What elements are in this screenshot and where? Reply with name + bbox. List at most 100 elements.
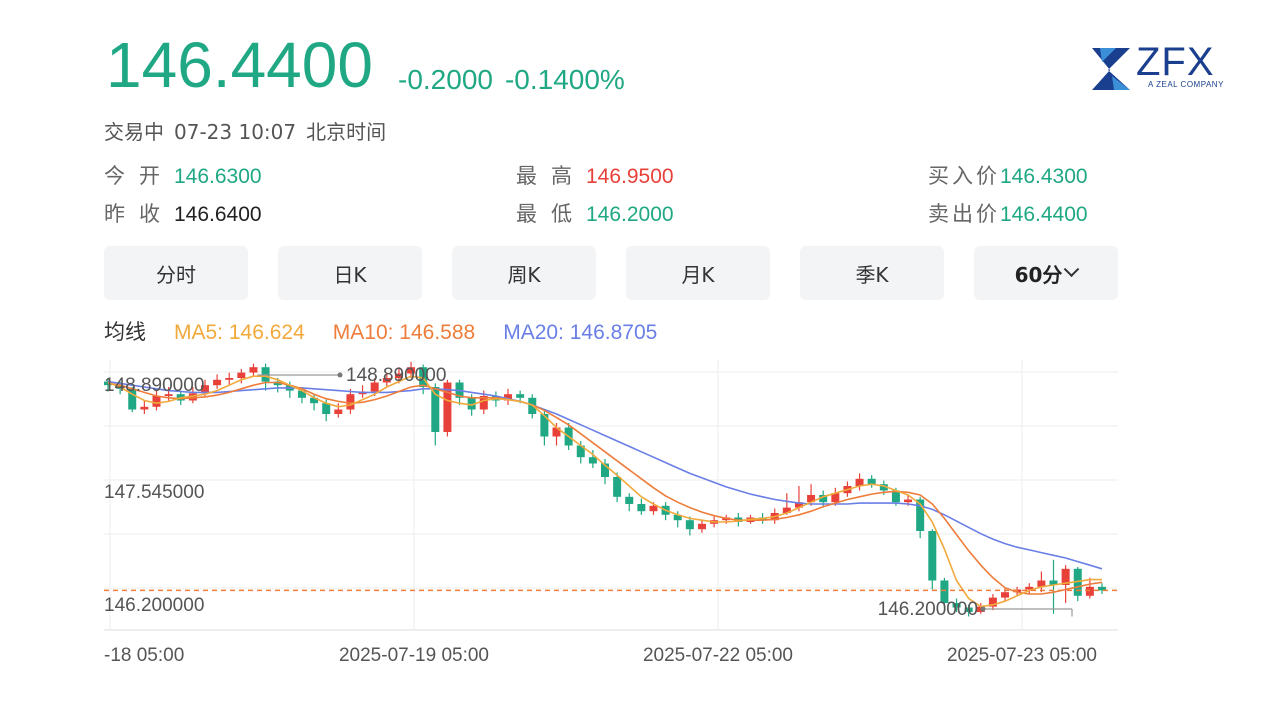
candle-body: [322, 403, 331, 414]
min-annotation-dot: [980, 606, 986, 612]
max-annotation-dot: [337, 372, 343, 378]
candle-body: [988, 597, 997, 607]
tab-fenshi[interactable]: 分时: [104, 246, 248, 300]
stat-low-value: 146.2000: [586, 203, 674, 226]
candle-body: [479, 396, 488, 410]
candle-body: [152, 396, 161, 407]
candle-body: [673, 514, 682, 521]
logo-subtitle: A ZEAL COMPANY: [1148, 80, 1224, 89]
candle-body: [928, 531, 937, 581]
candle-body: [601, 463, 609, 477]
candle-body: [782, 507, 791, 513]
candle-body: [1085, 586, 1094, 596]
trading-status: 交易中 07-23 10:07 北京时间: [104, 116, 396, 145]
candle-body: [855, 478, 864, 486]
candle-body: [213, 379, 222, 386]
min-annotation-label: 146.200000: [878, 599, 978, 620]
change-value: -0.2000: [398, 64, 493, 95]
x-tick-label: -18 05:00: [104, 645, 184, 666]
stat-bid-label: 买入价: [928, 164, 1000, 188]
candle-body: [164, 394, 173, 396]
y-tick-label: 148.890000: [104, 375, 204, 396]
candle-body: [443, 382, 452, 432]
candle-body: [831, 493, 840, 503]
candle-body: [576, 445, 585, 458]
candle-body: [334, 409, 343, 414]
stat-open-value: 146.6300: [174, 165, 262, 188]
candle-body: [140, 406, 149, 410]
candle-body: [552, 427, 561, 437]
candle-body: [419, 367, 428, 387]
candle-body: [370, 382, 379, 392]
candle-body: [1061, 568, 1070, 585]
candle-body: [879, 484, 888, 491]
ma20-legend: MA20: 146.8705: [503, 321, 658, 344]
candle-body: [807, 495, 816, 503]
candle-body: [867, 478, 876, 485]
last-price: 146.4400: [106, 29, 373, 101]
stat-prev-close-label: 昨收: [104, 202, 174, 226]
candle-body: [649, 505, 658, 512]
candle-body: [1049, 580, 1058, 585]
candle-body: [200, 385, 209, 394]
candle-body: [916, 499, 925, 531]
candle-body: [249, 367, 258, 373]
tab-60min[interactable]: 60分: [974, 246, 1118, 300]
ma-legend-label: 均线: [104, 321, 146, 344]
candle-body: [431, 387, 440, 432]
stat-low-label: 最低: [516, 202, 586, 226]
candle-body: [237, 372, 246, 378]
tab-quarterly[interactable]: 季K: [800, 246, 944, 300]
tab-daily[interactable]: 日K: [278, 246, 422, 300]
candle-body: [407, 367, 416, 374]
ma10-line: [107, 381, 1103, 595]
ma5-legend: MA5: 146.624: [174, 321, 305, 344]
y-tick-label: 147.545000: [104, 482, 204, 503]
zfx-logo-icon: [1092, 48, 1130, 90]
candle-body: [346, 394, 355, 410]
max-annotation-label: 148.890000: [346, 365, 446, 386]
stat-high-label: 最高: [516, 164, 586, 188]
candle-body: [952, 603, 961, 608]
candle-body: [128, 388, 137, 410]
stat-ask: 卖出价146.4400: [928, 198, 1088, 228]
status-text: 交易中: [104, 120, 164, 144]
candle-body: [613, 477, 622, 497]
candle-body: [382, 378, 391, 383]
candle-body: [273, 381, 282, 386]
candle-body: [964, 607, 973, 612]
stat-bid-value: 146.4300: [1000, 165, 1088, 188]
stat-high: 最高146.9500: [516, 160, 674, 190]
candle-body: [637, 504, 646, 512]
tab-fenshi-label: 分时: [156, 262, 196, 287]
tab-quarterly-label: 季K: [855, 262, 889, 287]
candle-body: [1098, 586, 1106, 591]
candle-body: [588, 457, 597, 464]
tab-weekly-label: 周K: [507, 262, 541, 287]
candle-body: [310, 397, 319, 404]
tab-daily-label: 日K: [333, 262, 367, 287]
candle-body: [794, 502, 803, 508]
stat-low: 最低146.2000: [516, 198, 674, 228]
stat-open-label: 今开: [104, 164, 174, 188]
candle-body: [297, 390, 306, 398]
y-tick-label: 146.200000: [104, 595, 204, 616]
tab-monthly[interactable]: 月K: [626, 246, 770, 300]
candle-body: [1037, 580, 1046, 587]
candle-body: [697, 523, 706, 530]
price-change: -0.2000 -0.1400%: [398, 64, 637, 96]
x-tick-label: 2025-07-19 05:00: [339, 645, 489, 666]
candle-body: [1073, 568, 1082, 596]
ma5-line: [107, 375, 1102, 608]
ma20-line: [107, 380, 1103, 570]
stat-prev-close: 昨收146.6400: [104, 198, 262, 228]
tab-weekly[interactable]: 周K: [452, 246, 596, 300]
tab-60min-label: 60分: [1014, 262, 1063, 287]
logo-text: ZFX: [1136, 40, 1215, 84]
x-tick-label: 2025-07-22 05:00: [643, 645, 793, 666]
candle-body: [685, 520, 694, 530]
stat-open: 今开146.6300: [104, 160, 262, 190]
candle-body: [1001, 592, 1010, 598]
candle-body: [891, 490, 900, 503]
